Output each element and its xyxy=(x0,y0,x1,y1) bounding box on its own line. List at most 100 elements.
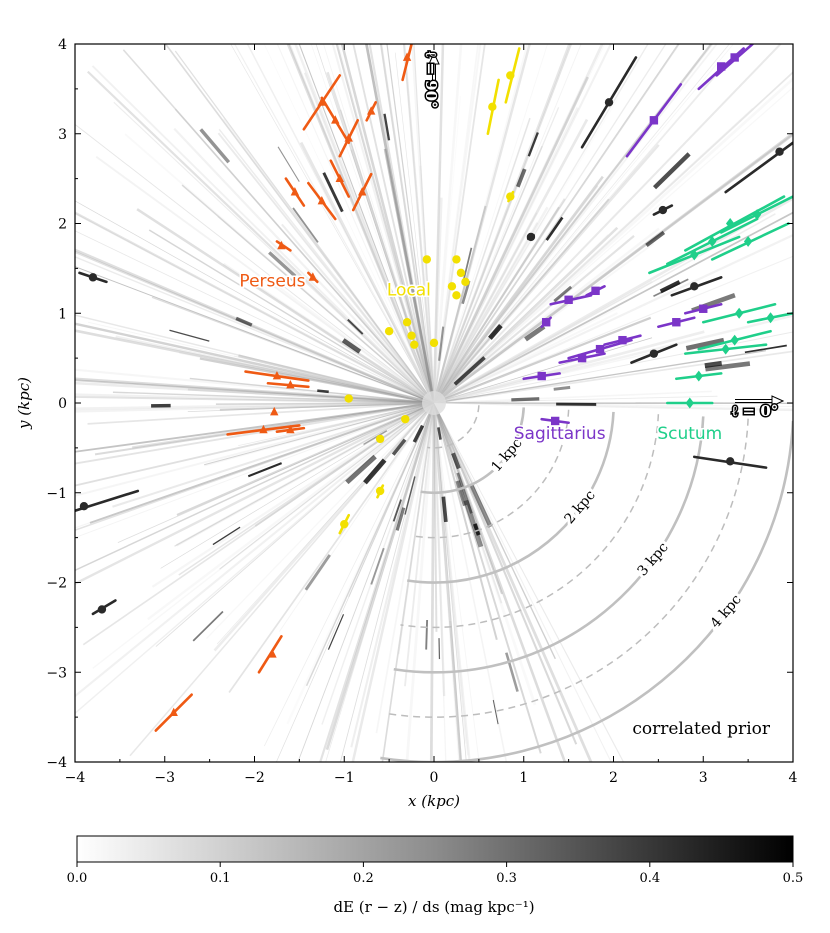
data-point xyxy=(591,286,600,296)
data-point xyxy=(690,249,699,261)
extinction-ray xyxy=(386,44,435,404)
dust-clump xyxy=(704,360,723,368)
data-point xyxy=(604,98,614,107)
extinction-ray xyxy=(223,118,435,404)
data-point xyxy=(461,277,470,287)
data-point xyxy=(402,52,412,61)
extinction-ray xyxy=(432,44,529,404)
extinction-ray xyxy=(429,402,436,762)
ring-solid xyxy=(380,420,793,762)
data-point xyxy=(402,318,412,327)
extinction-ray xyxy=(433,206,560,404)
extinction-ray xyxy=(380,44,436,404)
ring-solid xyxy=(420,407,526,495)
x-axis-label: x (kpc) xyxy=(408,792,460,810)
data-point xyxy=(452,255,461,264)
extinction-ray xyxy=(433,349,766,404)
dust-clump xyxy=(553,285,573,303)
dust-clump xyxy=(492,699,499,725)
extinction-ray xyxy=(433,402,542,754)
extinction-ray xyxy=(433,395,718,404)
dust-clump xyxy=(441,496,448,523)
extinction-ray xyxy=(112,402,435,508)
data-point xyxy=(595,344,605,354)
extinction-ray xyxy=(299,141,436,404)
extinction-ray xyxy=(75,230,435,404)
extinction-ray xyxy=(433,196,793,405)
dust-clump xyxy=(277,146,300,182)
y-tick-label: 3 xyxy=(58,127,67,143)
extinction-ray xyxy=(132,401,435,449)
extinction-ray xyxy=(433,222,539,404)
dust-clump xyxy=(456,472,473,514)
dust-clump xyxy=(341,338,362,354)
extinction-ray xyxy=(433,44,649,404)
data-point xyxy=(526,232,536,242)
extinction-ray xyxy=(433,316,652,405)
ring-dashed xyxy=(386,418,749,718)
longitude-label-0: ℓ = 0° xyxy=(732,402,779,420)
extinction-ray xyxy=(279,402,435,632)
y-tick-label: −4 xyxy=(46,755,67,771)
extinction-ray xyxy=(75,212,435,404)
data-point xyxy=(672,318,681,327)
dust-clump xyxy=(437,427,442,440)
extinction-ray xyxy=(433,402,480,762)
extinction-ray xyxy=(432,197,443,404)
extinction-ray xyxy=(112,391,435,404)
data-point xyxy=(488,102,497,112)
extinction-ray xyxy=(188,402,435,539)
extinction-ray xyxy=(433,348,667,404)
arm-label: Sagittarius xyxy=(514,424,606,444)
extinction-ray xyxy=(305,402,435,687)
data-point xyxy=(456,268,466,278)
error-bar xyxy=(683,195,786,252)
y-tick-label: 1 xyxy=(58,306,67,322)
data-point xyxy=(407,331,416,340)
extinction-ray xyxy=(117,402,435,543)
extinction-ray xyxy=(151,402,435,588)
extinction-ray xyxy=(432,118,589,404)
data-point xyxy=(308,272,318,281)
dust-clump xyxy=(322,172,344,213)
extinction-ray xyxy=(115,335,435,405)
data-point xyxy=(699,304,708,313)
extinction-ray xyxy=(381,402,435,762)
dust-clump xyxy=(455,480,468,507)
extinction-ray xyxy=(394,52,435,404)
extinction-ray xyxy=(181,184,435,404)
data-point xyxy=(344,394,353,403)
extinction-ray xyxy=(433,198,610,404)
extinction-ray xyxy=(365,44,436,404)
extinction-ray xyxy=(433,402,467,762)
extinction-ray xyxy=(75,402,435,453)
dust-clump xyxy=(345,454,377,485)
y-tick-label: −1 xyxy=(46,486,67,502)
dust-clump xyxy=(469,484,493,528)
extinction-ray xyxy=(433,71,793,404)
dust-clump xyxy=(438,326,445,361)
axis-ticks: −4 −3 −2 −1 0 1 2 3 4 −4 −3 −2 −1 0 1 2 3 4 xyxy=(46,37,797,786)
extinction-ray xyxy=(228,402,435,693)
extinction-ray xyxy=(294,44,436,404)
distance-rings xyxy=(380,405,793,762)
dust-clump xyxy=(511,397,540,402)
extinction-ray xyxy=(178,351,435,404)
dust-clump xyxy=(347,318,364,335)
extinction-ray xyxy=(148,229,435,404)
extinction-ray xyxy=(217,132,435,404)
extinction-ray xyxy=(246,44,435,404)
extinction-ray xyxy=(433,62,727,404)
extinction-ray xyxy=(75,322,435,405)
extinction-ray xyxy=(433,402,503,604)
data-point xyxy=(272,371,282,380)
extinction-ray xyxy=(433,331,793,404)
extinction-ray xyxy=(433,306,621,404)
extinction-ray xyxy=(375,402,435,734)
extinction-ray xyxy=(187,388,435,404)
extinction-ray xyxy=(433,402,503,595)
extinction-ray xyxy=(323,44,435,404)
data-point xyxy=(452,291,461,300)
dust-clump xyxy=(462,247,473,282)
dust-clump xyxy=(192,610,224,642)
